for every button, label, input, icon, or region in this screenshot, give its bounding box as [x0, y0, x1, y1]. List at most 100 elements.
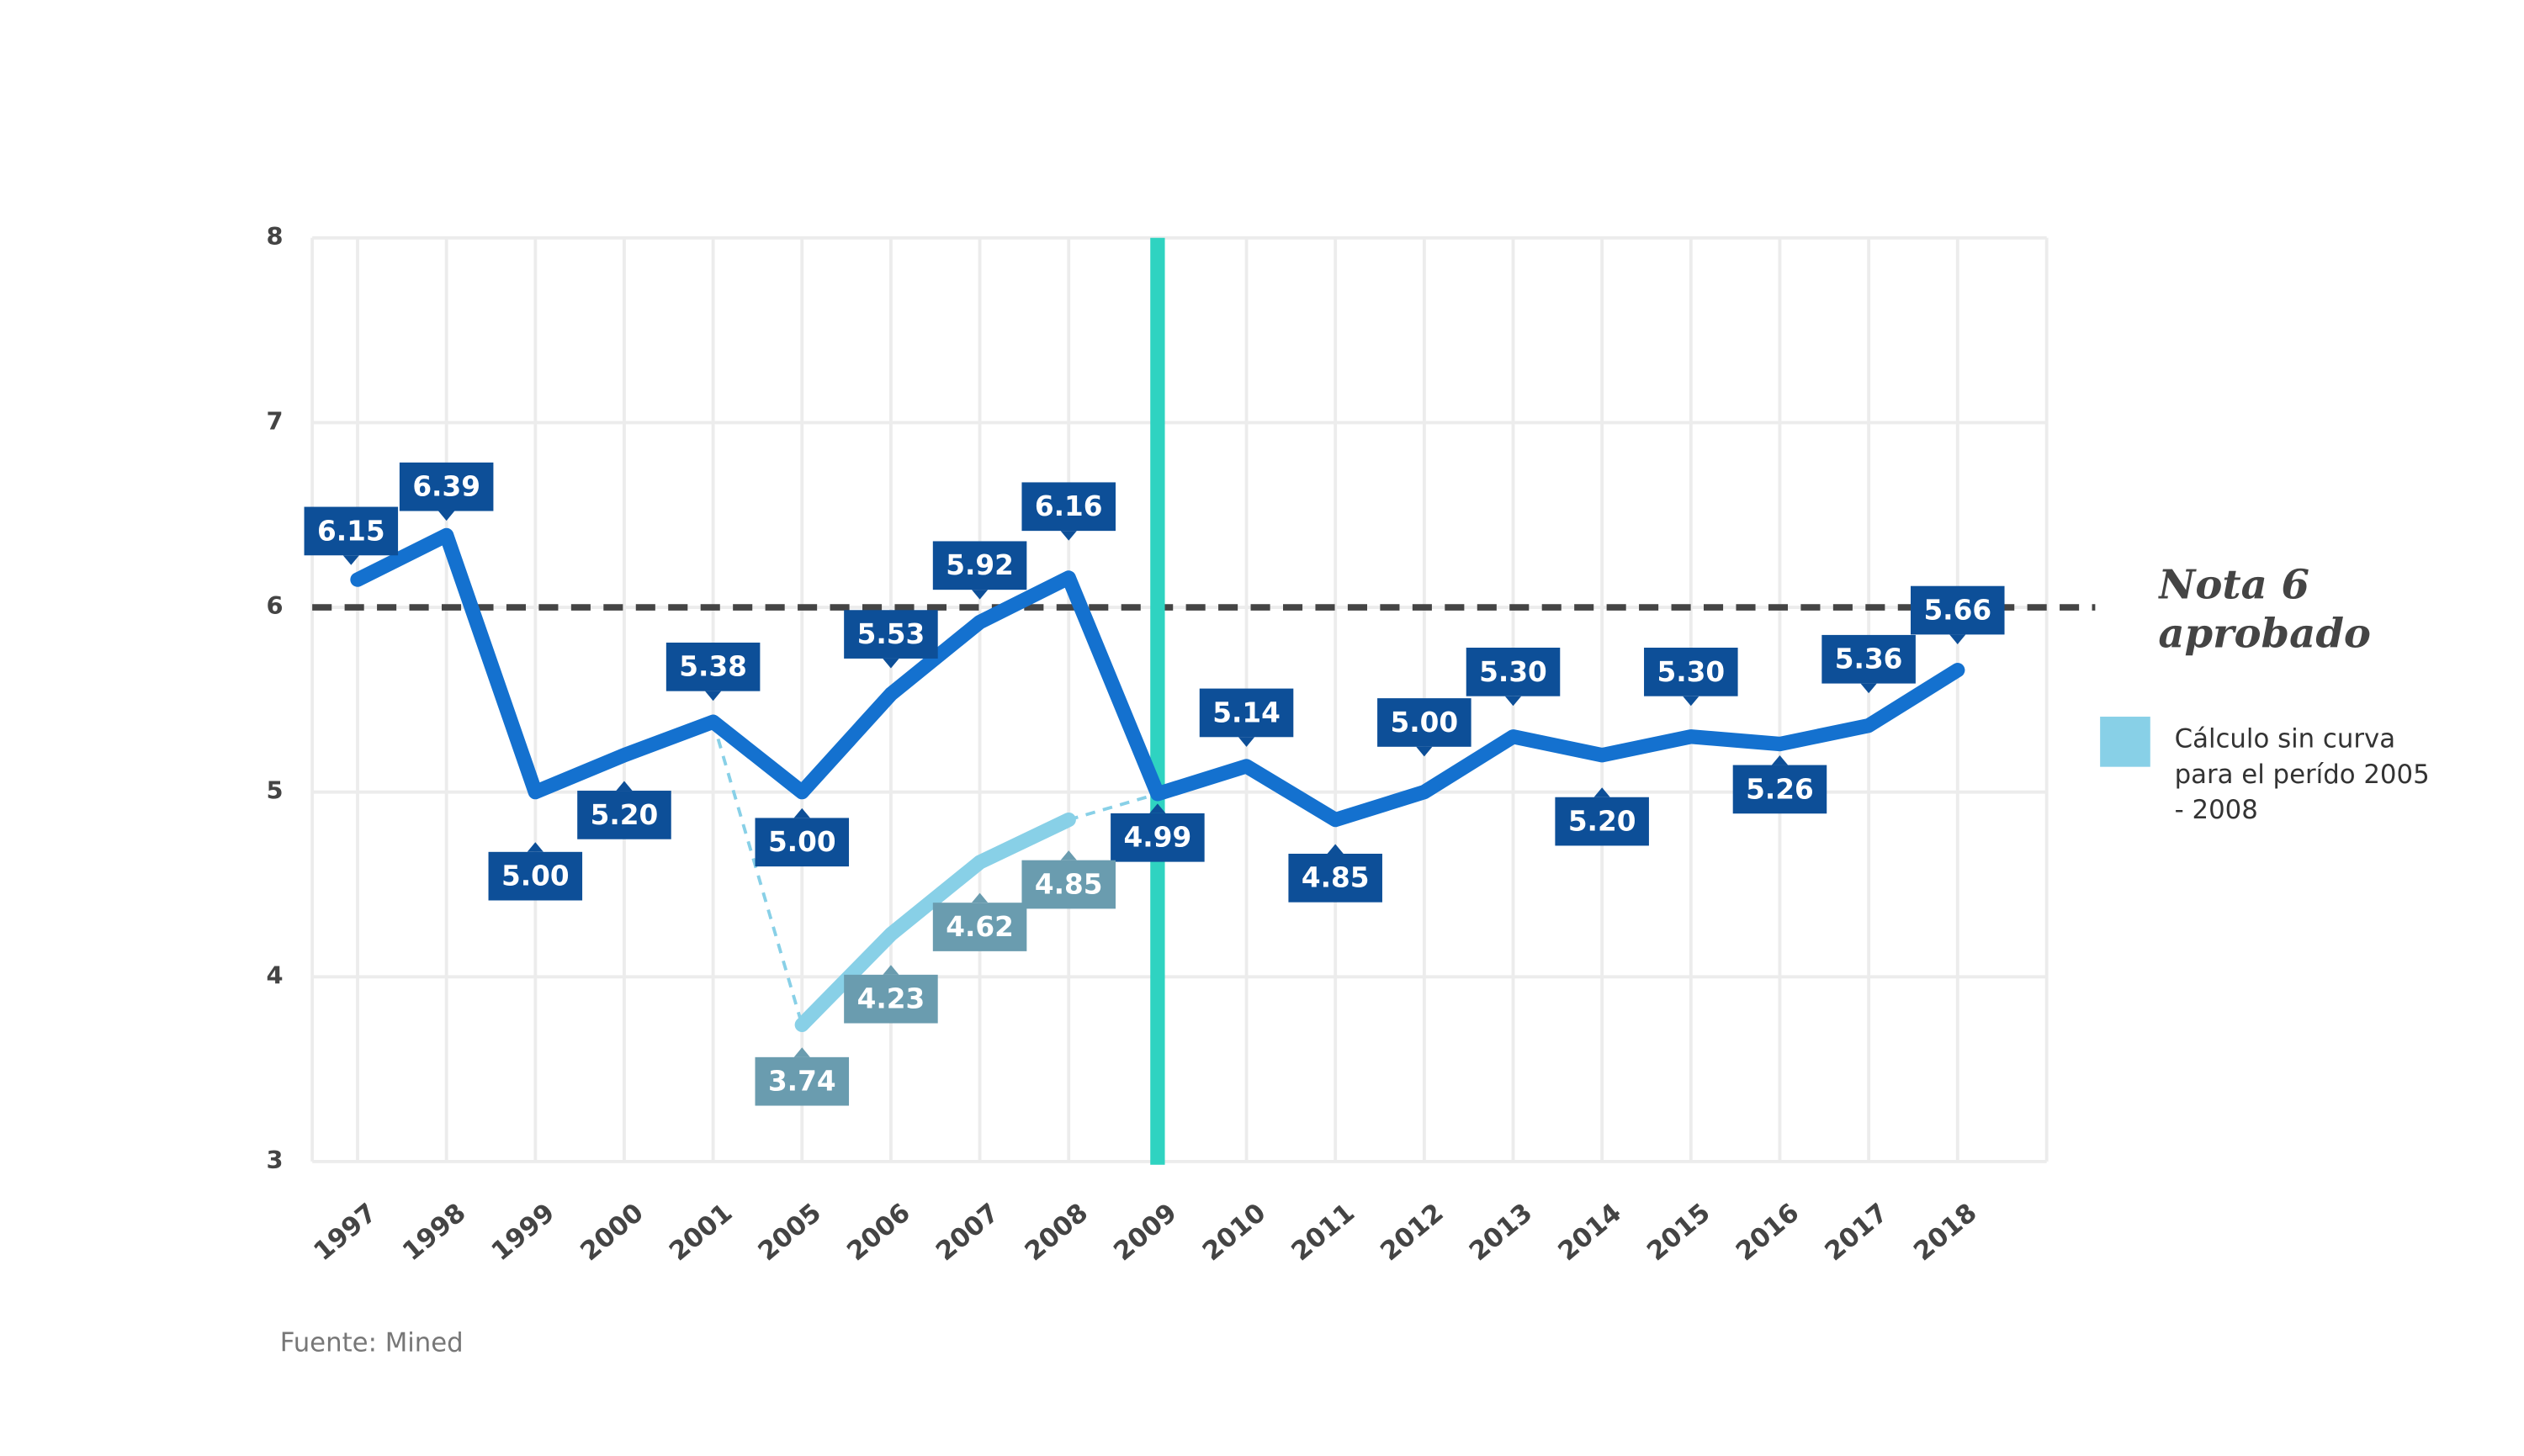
value-label: 5.38 — [679, 651, 747, 683]
x-tick-label: 2005 — [752, 1198, 827, 1268]
value-label-box — [1644, 648, 1738, 696]
value-label-pointer — [1771, 755, 1789, 765]
x-tick-label: 2007 — [931, 1198, 1005, 1268]
value-label: 5.00 — [768, 826, 836, 858]
value-label-box — [844, 610, 938, 659]
value-label-box — [1555, 797, 1649, 846]
legend-text-box: Cálculo sin curva para el perído 2005 - … — [2174, 723, 2430, 825]
value-label-pointer — [971, 590, 989, 600]
value-label-box — [932, 541, 1027, 590]
value-label-box — [932, 903, 1027, 951]
source: Fuente: Mined — [280, 1328, 464, 1358]
value-label-pointer — [1683, 696, 1699, 707]
value-label-box — [488, 851, 583, 901]
x-tick-label: 2013 — [1464, 1198, 1539, 1268]
value-label: 5.26 — [1746, 773, 1814, 805]
value-label-box — [399, 462, 494, 511]
x-tick-label: 2012 — [1375, 1198, 1450, 1268]
value-label-pointer — [1949, 634, 1966, 644]
value-label: 5.20 — [1568, 806, 1636, 838]
value-label-box — [844, 974, 938, 1024]
reference-label: Nota 6 aprobado — [2158, 562, 2372, 658]
value-label: 5.14 — [1212, 696, 1281, 728]
value-label-pointer — [971, 892, 989, 903]
reference-label-box: Nota 6 aprobado — [2158, 562, 2372, 658]
value-label-box — [755, 1056, 850, 1106]
value-label-pointer — [1593, 787, 1610, 797]
value-label-pointer — [1504, 696, 1522, 707]
value-label-pointer — [616, 781, 633, 792]
x-tick-label: 2006 — [841, 1198, 916, 1268]
value-label-pointer — [1060, 531, 1077, 541]
value-label-pointer — [1238, 737, 1255, 747]
x-tick-label: 2008 — [1019, 1198, 1094, 1268]
value-label: 6.39 — [412, 471, 480, 503]
value-label-pointer — [527, 842, 544, 852]
value-label-pointer — [883, 965, 899, 975]
value-label: 5.53 — [857, 618, 925, 650]
value-label-box — [665, 642, 761, 691]
value-label-box — [577, 791, 671, 839]
x-tick-label: 1999 — [485, 1198, 560, 1268]
value-label: 4.62 — [946, 911, 1014, 943]
x-tick-label: 2018 — [1908, 1198, 1983, 1268]
value-label-pointer — [1149, 803, 1166, 813]
value-label-pointer — [705, 691, 722, 702]
x-tick-label: 1997 — [308, 1198, 383, 1268]
value-label: 5.20 — [591, 799, 659, 831]
value-label: 3.74 — [768, 1066, 836, 1098]
y-tick-label: 6 — [266, 591, 283, 620]
value-label: 5.92 — [946, 549, 1014, 581]
value-label-box — [1288, 853, 1382, 903]
x-tick-label: 2009 — [1108, 1198, 1183, 1268]
value-label-pointer — [438, 511, 455, 522]
value-label-pointer — [342, 555, 359, 565]
value-label: 4.85 — [1302, 862, 1370, 894]
value-label: 5.00 — [501, 860, 570, 892]
x-tick-label: 2017 — [1819, 1198, 1894, 1268]
value-label-pointer — [1060, 850, 1077, 860]
x-tick-label: 1998 — [397, 1198, 472, 1268]
value-label-pointer — [793, 807, 810, 818]
value-label-box — [1111, 813, 1205, 862]
value-label: 6.16 — [1035, 490, 1103, 522]
value-label-pointer — [793, 1047, 810, 1057]
series-line — [350, 527, 1965, 828]
value-label: 5.30 — [1657, 656, 1725, 688]
value-label-box — [304, 506, 399, 556]
value-label: 5.00 — [1391, 707, 1459, 739]
value-label-pointer — [1860, 683, 1877, 694]
value-label-pointer — [883, 658, 899, 669]
y-tick-label: 7 — [266, 406, 283, 435]
x-tick-label: 2015 — [1641, 1198, 1716, 1268]
value-label: 5.66 — [1923, 594, 1991, 626]
y-tick-label: 5 — [266, 776, 283, 805]
x-tick-label: 2000 — [575, 1198, 650, 1268]
value-label-pointer — [1416, 746, 1433, 757]
legend-swatch — [2100, 717, 2150, 767]
value-label-box — [1377, 698, 1471, 747]
value-label: 4.23 — [857, 983, 925, 1015]
legend-label: Cálculo sin curva para el perído 2005 - … — [2174, 723, 2430, 825]
y-tick-label: 8 — [266, 222, 283, 251]
y-tick-label: 4 — [266, 961, 283, 989]
x-tick-label: 2014 — [1552, 1198, 1627, 1268]
x-tick-label: 2016 — [1731, 1198, 1806, 1268]
value-label-box — [1821, 634, 1916, 684]
value-label: 5.36 — [1835, 643, 1903, 675]
value-label: 5.30 — [1479, 656, 1547, 688]
x-tick-label: 2010 — [1197, 1198, 1272, 1268]
x-tick-label: 2011 — [1286, 1198, 1360, 1268]
value-label: 6.15 — [317, 515, 385, 547]
value-label: 4.99 — [1124, 822, 1192, 854]
value-label-box — [1732, 765, 1827, 814]
connector — [1068, 792, 1159, 822]
value-label-box — [1021, 860, 1116, 909]
connector — [711, 721, 804, 1025]
value-label-box — [755, 818, 850, 867]
value-label-box — [1021, 482, 1116, 532]
y-tick-label: 3 — [266, 1146, 283, 1174]
value-label-box — [1466, 648, 1561, 696]
value-label: 4.85 — [1035, 868, 1103, 900]
